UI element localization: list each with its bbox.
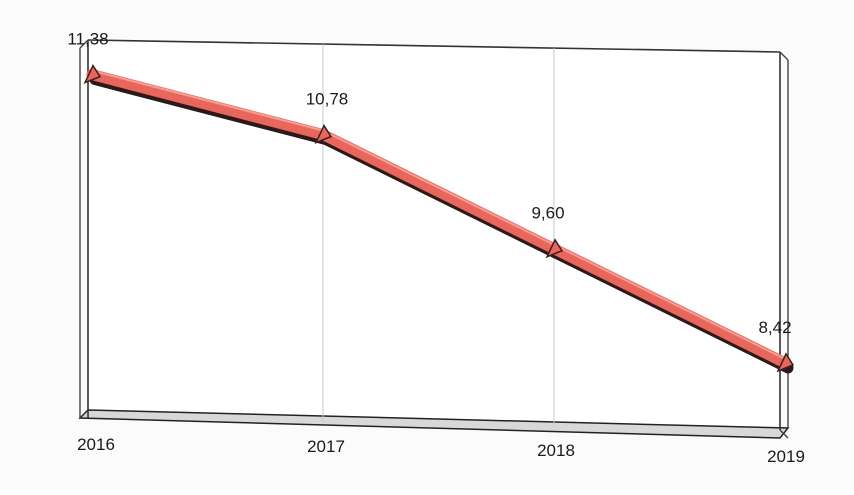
series-line-highlight [91,69,786,360]
plot-back-wall [88,40,780,430]
series-line [86,69,791,369]
marker-2017 [314,124,333,145]
x-tick-label-2016: 2016 [77,435,115,454]
marker-2016 [83,64,102,85]
data-label-2017: 10,78 [306,90,349,109]
data-label-2016: 11,38 [67,30,108,49]
marker-2018 [545,238,564,259]
x-axis-ticks: 2016 2017 2018 2019 [77,435,805,466]
x-tick-label-2018: 2018 [537,441,575,460]
plot-frame [78,39,790,439]
data-label-2019: 8,42 [758,318,791,337]
x-tick-label-2017: 2017 [307,437,345,456]
data-label-2018: 9,60 [531,204,564,223]
marker-2019 [776,352,795,373]
data-labels: 11,38 10,78 9,60 8,42 [67,30,791,337]
gridlines [322,44,555,427]
plot-right-top-edge [779,51,789,61]
x-tick-label-2019: 2019 [767,447,805,466]
plot-left-top-edge [79,39,89,49]
plot-right-bottom-edge [779,429,789,439]
series-line-group [83,64,795,374]
plot-top-border [87,39,781,53]
